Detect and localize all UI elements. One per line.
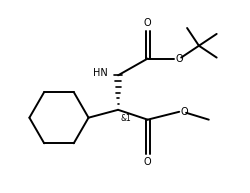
Text: O: O [144, 157, 152, 167]
Text: O: O [144, 18, 152, 28]
Text: O: O [175, 53, 183, 63]
Text: &1: &1 [120, 114, 131, 123]
Text: O: O [180, 107, 188, 117]
Text: HN: HN [94, 68, 108, 78]
